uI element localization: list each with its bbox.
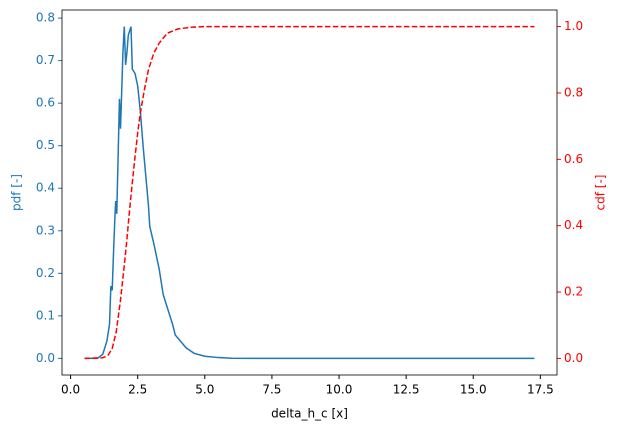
x-axis-label: delta_h_c [x] — [271, 407, 348, 421]
y2-axis-label: cdf [-] — [594, 175, 608, 211]
y2-tick-label: 0.8 — [564, 85, 583, 99]
y-tick-label: 0.4 — [36, 181, 55, 195]
plot-frame — [61, 9, 558, 376]
y2-tick-label: 1.0 — [564, 19, 583, 33]
y-axis-label: pdf [-] — [10, 174, 24, 211]
x-tick-label: 17.5 — [527, 383, 554, 397]
y2-tick-label: 0.0 — [564, 351, 583, 365]
y-tick-label: 0.6 — [36, 96, 55, 110]
y-tick-label: 0.3 — [36, 223, 55, 237]
y2-tick-label: 0.6 — [564, 152, 583, 166]
x-tick-label: 7.5 — [262, 383, 281, 397]
y-tick-label: 0.1 — [36, 308, 55, 322]
data-line — [84, 26, 535, 360]
y-tick-label: 0.0 — [36, 351, 55, 365]
y-tick-label: 0.8 — [36, 11, 55, 25]
y-tick-label: 0.2 — [36, 266, 55, 280]
data-line — [84, 25, 535, 360]
x-tick-label: 15.0 — [460, 383, 487, 397]
y2-tick-label: 0.4 — [564, 218, 583, 232]
x-tick-label: 12.5 — [393, 383, 420, 397]
x-tick-label: 0.0 — [61, 383, 80, 397]
y-tick-label: 0.7 — [36, 53, 55, 67]
x-tick-label: 5.0 — [195, 383, 214, 397]
x-tick-label: 10.0 — [326, 383, 353, 397]
y2-tick-label: 0.2 — [564, 285, 583, 299]
y-tick-label: 0.5 — [36, 138, 55, 152]
x-tick-label: 2.5 — [128, 383, 147, 397]
